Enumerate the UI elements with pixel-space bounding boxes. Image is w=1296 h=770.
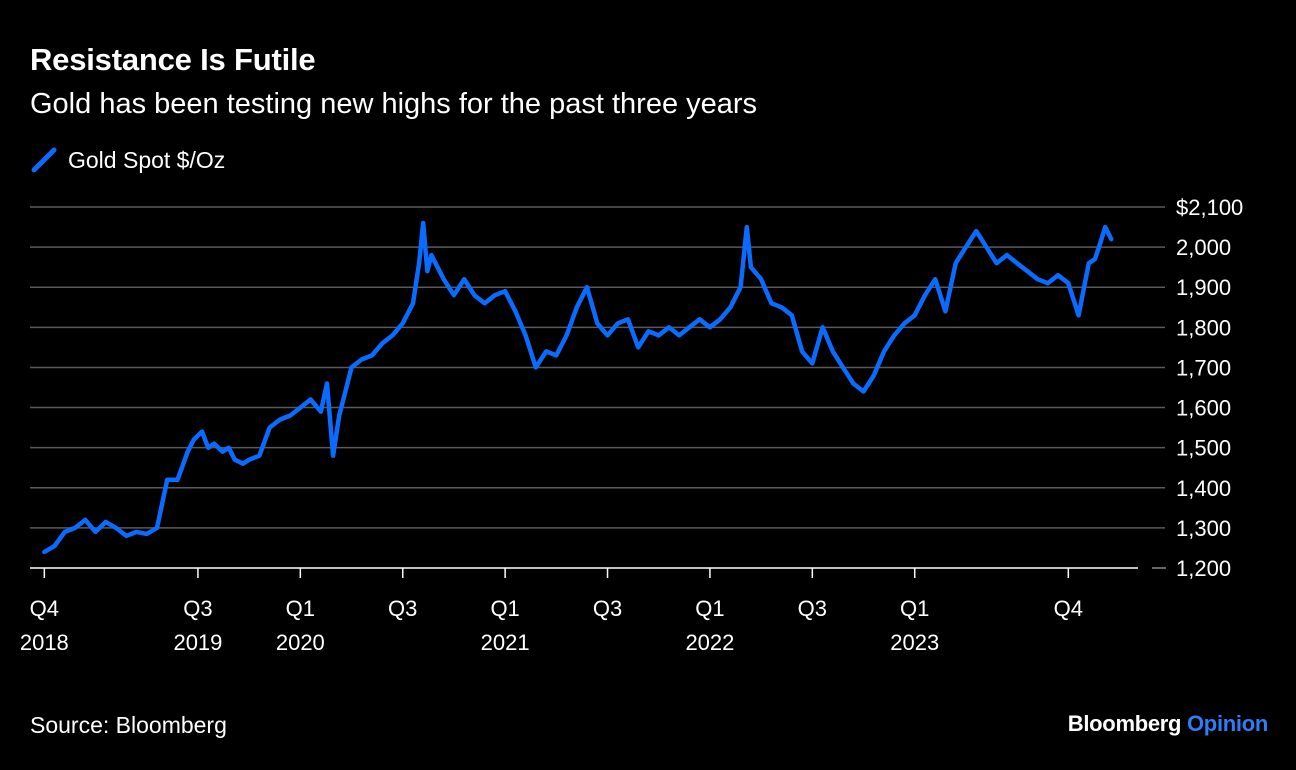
chart-subtitle: Gold has been testing new highs for the … (30, 88, 758, 120)
brand-name: Bloomberg (1067, 711, 1182, 736)
x-tick-label: Q3 (183, 596, 212, 621)
x-tick-label: Q1 (695, 596, 724, 621)
y-tick-label: 1,900 (1176, 275, 1231, 300)
y-tick-label: 2,000 (1176, 235, 1231, 260)
y-tick-label: 1,200 (1176, 556, 1231, 581)
y-tick-label: 1,400 (1176, 476, 1231, 501)
x-tick-year-label: 2018 (20, 630, 69, 655)
gold-price-chart: 1,200 1,300 1,400 1,500 1,600 1,700 1,800 1,900… (20, 195, 1243, 655)
y-tick-label: $2,100 (1176, 195, 1243, 220)
x-tick-label: Q4 (30, 596, 59, 621)
x-tick-year-label: 2021 (481, 630, 530, 655)
x-tick-label: Q3 (593, 596, 622, 621)
brand-logo: Bloomberg Opinion (1067, 711, 1269, 737)
y-tick-label: 1,300 (1176, 516, 1231, 541)
y-tick-label: 1,800 (1176, 315, 1231, 340)
x-tick-year-label: 2023 (890, 630, 939, 655)
y-tick-label: 1,700 (1176, 355, 1231, 380)
y-tick-label: 1,500 (1176, 436, 1231, 461)
x-tick-label: Q4 (1054, 596, 1083, 621)
x-tick-label: Q1 (900, 596, 929, 621)
x-tick-year-label: 2022 (685, 630, 734, 655)
brand-product: Opinion (1187, 711, 1268, 736)
y-tick-label: 1,600 (1176, 396, 1231, 421)
legend-label: Gold Spot $/Oz (68, 146, 226, 173)
x-tick-label: Q3 (798, 596, 827, 621)
source-note: Source: Bloomberg (30, 712, 227, 738)
legend-swatch-icon (31, 147, 57, 173)
legend: Gold Spot $/Oz (30, 146, 225, 174)
x-tick-label: Q1 (286, 596, 315, 621)
x-tick-label: Q1 (490, 596, 519, 621)
x-tick-year-label: 2019 (173, 630, 222, 655)
x-tick-label: Q3 (388, 596, 417, 621)
series-line-gold-spot (42, 220, 1114, 555)
x-tick-year-label: 2020 (276, 630, 325, 655)
chart-title: Resistance Is Futile (30, 42, 316, 77)
